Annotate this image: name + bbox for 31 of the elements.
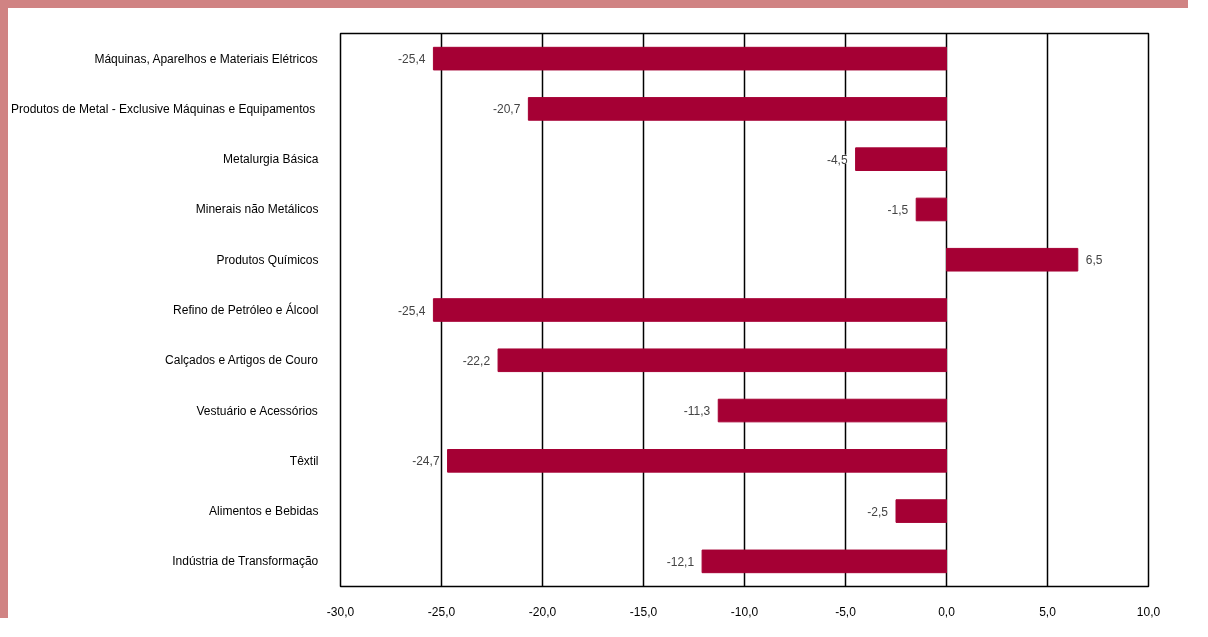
x-tick-label: 10,0 [1136,604,1161,619]
data-label: -4,5 [826,152,848,167]
x-tick-label: -5,0 [835,604,857,619]
data-label: 6,5 [1085,253,1103,268]
y-tick-label: Têxtil [289,453,319,468]
x-tick-label: -20,0 [528,604,557,619]
x-tick-label: -30,0 [326,604,355,619]
y-tick-label: Produtos de Metal - Exclusive Máquinas e Equipamentos [11,101,316,116]
x-tick-label: -15,0 [629,604,658,619]
y-tick-label: Minerais não Metálicos [195,202,319,217]
data-label: -22,2 [462,353,491,368]
x-tick-label: -10,0 [730,604,759,619]
data-label: -25,4 [398,52,426,67]
x-tick-label: 0,0 [938,604,956,619]
data-label: -2,5 [867,504,889,519]
data-label: -11,3 [683,404,711,419]
x-tick-label: 5,0 [1039,604,1057,619]
data-label: -12,1 [666,554,695,569]
y-tick-label: Calçados e Artigos de Couro [165,353,319,368]
y-tick-label: Alimentos e Bebidas [209,504,319,519]
data-label: -1,5 [887,202,909,217]
data-label: -24,7 [412,454,440,469]
data-label: -20,7 [493,102,521,117]
y-tick-label: Indústria de Transformação [172,554,319,569]
x-tick-label: -25,0 [427,604,456,619]
y-tick-label: Metalurgia Básica [223,152,319,167]
y-tick-label: Vestuário e Acessórios [196,403,318,418]
y-tick-label: Refino de Petróleo e Álcool [173,302,319,317]
y-tick-label: Produtos Químicos [216,252,319,267]
y-tick-label: Máquinas, Aparelhos e Materiais Elétricos [94,51,318,66]
data-label: -25,4 [398,303,426,318]
